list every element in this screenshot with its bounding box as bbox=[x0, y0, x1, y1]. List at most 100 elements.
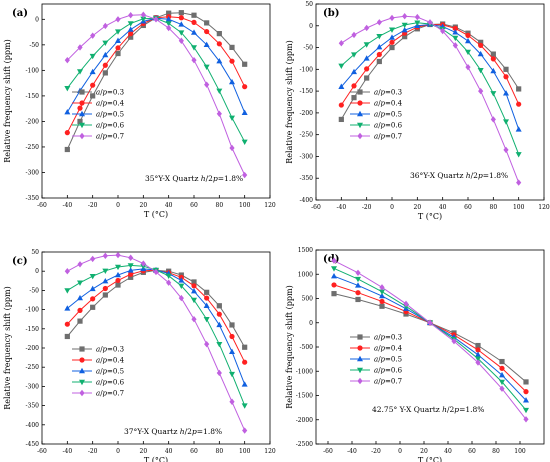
data-point bbox=[351, 95, 357, 101]
x-tick-label: 20 bbox=[420, 448, 428, 455]
legend-label: a/p=0.4 bbox=[96, 357, 125, 365]
legend-marker bbox=[357, 89, 363, 95]
data-point bbox=[191, 316, 197, 323]
data-point bbox=[515, 152, 522, 158]
data-point bbox=[216, 321, 223, 328]
data-point bbox=[77, 280, 83, 286]
data-point bbox=[242, 171, 248, 179]
data-point bbox=[242, 427, 248, 434]
data-point bbox=[203, 41, 210, 48]
data-point bbox=[241, 381, 248, 387]
data-point bbox=[490, 116, 496, 123]
x-tick-label: 60 bbox=[464, 204, 472, 211]
data-point bbox=[478, 39, 484, 45]
legend-label: a/p=0.7 bbox=[96, 390, 124, 398]
data-point bbox=[389, 39, 395, 45]
data-point bbox=[102, 40, 109, 46]
legend: a/p=0.3 a/p=0.4 a/p=0.5 a/p=0.6 a/p=0.7 bbox=[350, 89, 403, 141]
series-5 bbox=[64, 251, 248, 434]
x-tick-label: 20 bbox=[140, 448, 148, 455]
data-point bbox=[204, 20, 210, 26]
data-point bbox=[191, 56, 197, 64]
data-point bbox=[516, 86, 522, 92]
y-tick-label: 0 bbox=[35, 268, 39, 275]
x-tick-label: 120 bbox=[264, 202, 276, 209]
panel-label: (d) bbox=[323, 254, 339, 265]
data-point bbox=[242, 61, 248, 67]
data-point bbox=[166, 24, 172, 32]
data-point bbox=[338, 102, 344, 108]
data-point bbox=[331, 257, 337, 264]
x-axis-label: T (°C) bbox=[144, 456, 168, 462]
legend-item: a/p=0.4 bbox=[72, 100, 125, 108]
legend-marker bbox=[357, 132, 363, 140]
data-point bbox=[355, 282, 361, 288]
plot-frame bbox=[315, 249, 545, 445]
data-point bbox=[389, 14, 395, 22]
series-5 bbox=[331, 257, 529, 423]
legend-item: a/p=0.3 bbox=[72, 89, 124, 97]
data-point bbox=[64, 130, 70, 136]
data-point bbox=[499, 385, 505, 392]
data-point bbox=[178, 10, 184, 16]
y-tick-label: -300 bbox=[300, 153, 314, 160]
annotation: 37°Y-X Quartz h/2p=1.8% bbox=[124, 427, 222, 436]
data-point bbox=[203, 302, 210, 308]
data-point bbox=[204, 340, 210, 348]
legend-marker bbox=[357, 110, 363, 117]
chart-panel-2: -60 -40 -20 0 20 40 60 80 100 120-400-350-300-250… bbox=[285, 1, 550, 221]
data-point bbox=[403, 300, 409, 308]
data-point bbox=[102, 22, 108, 30]
series-line bbox=[67, 264, 246, 406]
legend-item: a/p=0.6 bbox=[350, 122, 403, 130]
y-tick-label: -50 bbox=[303, 45, 313, 52]
data-point bbox=[351, 83, 357, 89]
y-tick-label: -200 bbox=[26, 118, 40, 125]
x-tick-label: -60 bbox=[37, 448, 47, 455]
legend-label: a/p=0.3 bbox=[374, 89, 402, 97]
data-point bbox=[503, 119, 509, 125]
legend-item: a/p=0.5 bbox=[72, 368, 124, 376]
data-point bbox=[127, 21, 134, 27]
plot-frame bbox=[41, 251, 271, 445]
series-3 bbox=[64, 265, 248, 387]
data-point bbox=[102, 62, 108, 68]
data-point bbox=[363, 42, 370, 48]
data-point bbox=[465, 32, 471, 38]
data-point bbox=[475, 359, 481, 366]
data-point bbox=[216, 311, 222, 317]
data-point bbox=[64, 268, 70, 275]
chart-panel-3: -60 -40 -20 0 20 40 60 80 100 120-450-400-350-300… bbox=[3, 249, 276, 462]
data-point bbox=[389, 44, 395, 51]
x-tick-label: -60 bbox=[323, 448, 333, 455]
x-axis-label: T (°C) bbox=[144, 210, 168, 219]
data-point bbox=[153, 268, 159, 276]
y-tick-label: -300 bbox=[26, 383, 40, 390]
plot-frame bbox=[41, 3, 271, 199]
data-point bbox=[89, 68, 96, 75]
data-point bbox=[203, 64, 210, 70]
data-point bbox=[90, 255, 96, 263]
series-4 bbox=[64, 263, 248, 409]
y-tick-label: 0 bbox=[35, 16, 39, 23]
legend-marker bbox=[357, 377, 363, 385]
x-tick-label: 100 bbox=[513, 204, 525, 211]
x-tick-label: -40 bbox=[336, 204, 346, 211]
x-tick-label: 80 bbox=[216, 202, 224, 209]
x-tick-label: 0 bbox=[116, 448, 120, 455]
data-point bbox=[191, 12, 197, 18]
y-axis-label: Relative frequency shift (ppm) bbox=[285, 40, 294, 163]
data-point bbox=[478, 42, 484, 48]
legend-marker bbox=[357, 122, 363, 129]
data-point bbox=[178, 21, 185, 27]
legend-marker bbox=[357, 334, 363, 340]
y-tick-label: -100 bbox=[26, 67, 40, 74]
data-point bbox=[115, 45, 121, 51]
data-point bbox=[401, 26, 408, 33]
x-tick-label: 20 bbox=[414, 204, 422, 211]
legend: a/p=0.3 a/p=0.4 a/p=0.5 a/p=0.6 a/p=0.7 bbox=[350, 334, 403, 386]
y-tick-label: -250 bbox=[300, 132, 314, 139]
data-point bbox=[363, 55, 370, 61]
data-point bbox=[351, 68, 357, 75]
data-point bbox=[475, 356, 481, 362]
